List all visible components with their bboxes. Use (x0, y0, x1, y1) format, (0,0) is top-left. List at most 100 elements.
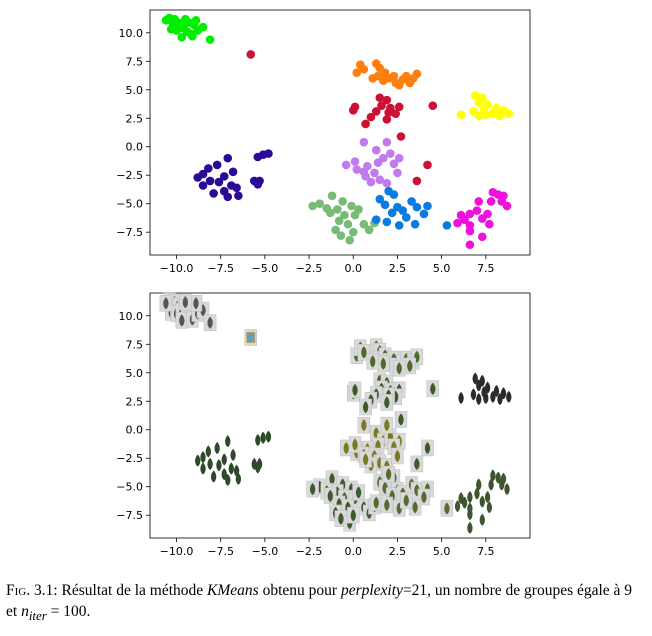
y-tick-label: 10.0 (119, 310, 144, 323)
data-point (401, 213, 411, 222)
leaf-thumbnail (467, 490, 473, 503)
data-point (370, 168, 379, 178)
data-point (379, 76, 388, 85)
data-point (338, 197, 347, 206)
data-point (377, 101, 386, 111)
leaf-thumbnail (214, 441, 220, 454)
leaf-thumbnail (260, 431, 266, 444)
data-point (341, 160, 351, 170)
leaf-thumbnail (497, 392, 503, 405)
data-point (188, 31, 197, 41)
leaf-thumbnail (476, 379, 482, 392)
leaf-thumbnail (410, 455, 424, 473)
leaf-thumbnail (357, 416, 371, 434)
x-tick-label: −5.0 (252, 545, 279, 558)
leaf-thumbnail (159, 295, 173, 312)
data-point (389, 71, 399, 81)
leaf-thumbnail (476, 478, 482, 491)
data-point (472, 206, 482, 215)
data-point (366, 177, 376, 187)
data-point (336, 231, 346, 240)
leaf-thumbnail (230, 448, 236, 461)
data-point (375, 194, 385, 204)
leaf-thumbnail (403, 357, 417, 375)
data-point (469, 107, 478, 116)
y-tick-label: −7.5 (116, 226, 143, 239)
data-point (214, 177, 224, 187)
data-point (327, 191, 337, 201)
data-point (375, 93, 385, 103)
leaf-thumbnail (228, 462, 234, 475)
leaf-thumbnail (200, 462, 206, 475)
y-tick-label: −7.5 (116, 509, 143, 522)
data-point (465, 226, 475, 236)
data-point (315, 199, 324, 209)
leaf-thumbnail (500, 472, 507, 485)
data-point (499, 191, 508, 201)
data-point (488, 109, 498, 118)
data-point (384, 108, 393, 117)
data-point (204, 164, 213, 173)
caption-method: KMeans (207, 582, 259, 599)
leaf-thumbnail (200, 451, 206, 464)
leaf-thumbnail (347, 506, 360, 524)
leaf-thumbnail (500, 387, 507, 400)
data-point (347, 201, 356, 211)
figure-caption: Fig. 3.1: Résultat de la méthode KMeans … (6, 580, 646, 626)
data-point (343, 219, 353, 229)
data-point (350, 102, 360, 112)
leaf-thumbnail (205, 445, 211, 458)
caption-text-2: obtenu pour (258, 582, 341, 599)
y-tick-label: 2.5 (126, 395, 144, 408)
leaf-thumbnail (454, 500, 461, 513)
caption-text-1: Résultat de la méthode (57, 582, 208, 599)
y-tick-label: −5.0 (116, 481, 143, 494)
data-point (340, 210, 349, 220)
data-point (474, 98, 484, 107)
leaf-thumbnail (382, 465, 395, 483)
leaf-thumbnail (380, 496, 394, 514)
leaf-thumbnail (235, 472, 242, 485)
leaf-thumbnail (392, 359, 406, 377)
data-point (205, 35, 215, 44)
leaf-thumbnail (506, 390, 512, 403)
data-point (382, 115, 392, 124)
leaf-thumbnail (265, 430, 272, 443)
leaf-thumbnail (189, 295, 203, 312)
data-point (396, 132, 406, 141)
data-point (352, 165, 362, 174)
leaf-thumbnail (359, 398, 372, 416)
x-tick-label: 5.0 (433, 262, 451, 275)
data-point (419, 209, 429, 219)
data-point (394, 80, 404, 90)
leaf-thumbnail (179, 293, 192, 311)
y-tick-label: 5.0 (126, 367, 144, 380)
data-point (345, 235, 355, 245)
leaf-thumbnail (467, 508, 473, 521)
data-point (193, 173, 203, 182)
data-point (407, 197, 416, 206)
data-point (223, 153, 233, 163)
leaf-thumbnail (255, 434, 261, 446)
data-point (423, 160, 432, 170)
data-point (198, 22, 208, 32)
caption-text-4: = 100. (46, 603, 91, 620)
leaf-thumbnail (216, 459, 222, 472)
leaf-thumbnail (476, 392, 482, 405)
data-point (350, 157, 360, 166)
y-tick-label: −5.0 (116, 198, 143, 211)
leaf-thumbnail (203, 314, 217, 331)
x-tick-label: 2.5 (389, 545, 407, 558)
data-point (382, 217, 392, 227)
data-point (325, 208, 335, 218)
leaf-thumbnail (369, 494, 383, 511)
leaf-thumbnail (484, 490, 491, 503)
leaf-thumbnail (467, 521, 473, 534)
data-point (177, 33, 187, 42)
data-point (191, 15, 201, 25)
data-point (371, 215, 381, 224)
figure: −10.0 −7.5 −5.0 −2.5 0.0 2.5 5.0 7.5 10.0 7.5 5.0 2… (116, 9, 531, 558)
data-point (456, 110, 466, 120)
data-point (354, 205, 363, 214)
leaf-thumbnail (348, 381, 362, 399)
